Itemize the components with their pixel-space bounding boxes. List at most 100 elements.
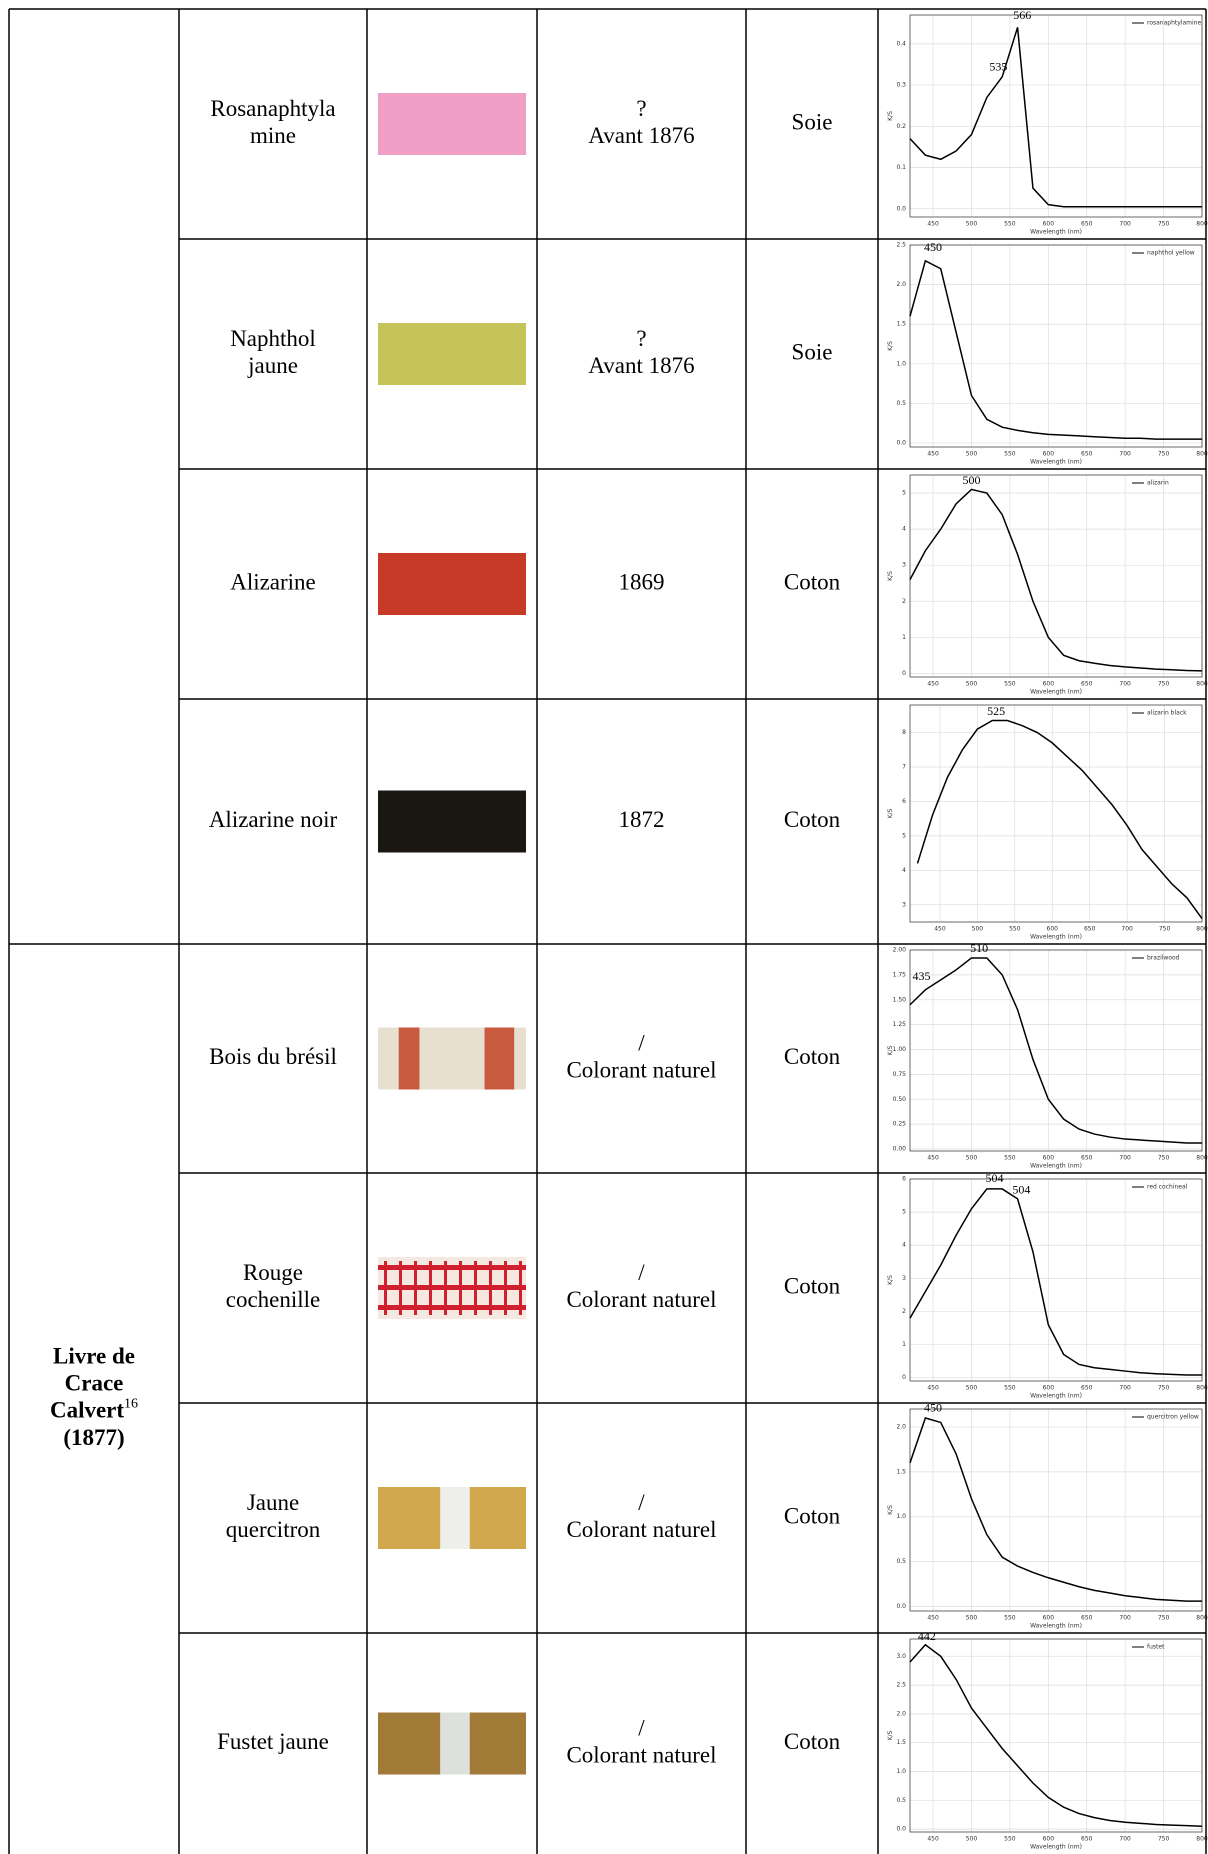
spectrum-line — [909, 259, 1202, 440]
peak-label: 442 — [918, 1629, 936, 1643]
y-tick-label: 2.0 — [896, 1710, 906, 1717]
x-tick-label: 550 — [1004, 1385, 1016, 1392]
x-tick-label: 500 — [966, 1615, 978, 1622]
group-year: (1877) — [63, 1425, 124, 1450]
legend-label: rosanaphtylamine — [1147, 20, 1201, 27]
peak-label: 535 — [989, 60, 1007, 74]
peak-label: 566 — [1013, 8, 1031, 22]
swatch-motif — [429, 1261, 432, 1315]
cell-text: Colorant naturel — [566, 1517, 716, 1542]
cell-text: Avant 1876 — [588, 123, 694, 148]
x-tick-label: 550 — [1004, 1155, 1016, 1162]
x-tick-label: 600 — [1043, 1615, 1055, 1622]
cell-text: Alizarine — [230, 569, 316, 594]
group-label: Livre de — [53, 1344, 135, 1369]
y-tick-label: 1.00 — [893, 1046, 907, 1053]
y-tick-label: 0.5 — [896, 1797, 906, 1804]
legend-label: alizarin black — [1147, 710, 1187, 717]
y-tick-label: 0 — [902, 1374, 906, 1381]
swatch-motif — [399, 1261, 402, 1315]
legend-label: red cochineal — [1147, 1184, 1188, 1191]
footnote: 16 — [124, 1397, 138, 1412]
fiber: Coton — [784, 1729, 841, 1754]
y-tick-label: 2.00 — [893, 947, 907, 954]
x-tick-label: 800 — [1196, 221, 1208, 228]
y-tick-label: 8 — [902, 729, 906, 736]
x-tick-label: 600 — [1043, 221, 1055, 228]
x-tick-label: 650 — [1084, 926, 1096, 933]
y-tick-label: 0.0 — [896, 440, 906, 447]
plot-frame — [909, 474, 1203, 678]
peak-label: 510 — [970, 941, 988, 955]
legend-label: brazilwood — [1147, 955, 1180, 962]
swatch-motif — [459, 1261, 462, 1315]
y-axis-label: K/S — [887, 808, 894, 818]
y-tick-label: 6 — [902, 798, 906, 805]
cell-text: Rosanaphtyla — [210, 96, 335, 121]
swatch-motif — [378, 1265, 526, 1270]
x-tick-label: 800 — [1196, 451, 1208, 458]
fiber: Coton — [784, 1273, 841, 1298]
x-tick-label: 650 — [1081, 451, 1093, 458]
y-tick-label: 1 — [902, 1341, 906, 1348]
y-tick-label: 7 — [902, 764, 906, 771]
y-tick-label: 3 — [902, 562, 906, 569]
spectrum-line — [909, 1643, 1203, 1827]
y-tick-label: 0.00 — [893, 1146, 907, 1153]
fiber: Soie — [792, 339, 833, 364]
swatch-motif — [519, 1261, 522, 1315]
x-tick-label: 650 — [1081, 1155, 1093, 1162]
cell-text: ? — [636, 96, 646, 121]
fiber: Soie — [792, 109, 833, 134]
y-tick-label: 3 — [902, 1275, 906, 1282]
swatch-motif — [414, 1261, 417, 1315]
y-axis-label: K/S — [887, 1505, 894, 1515]
x-tick-label: 550 — [1004, 681, 1016, 688]
x-tick-label: 650 — [1081, 1615, 1093, 1622]
cell-text: quercitron — [226, 1517, 321, 1542]
x-tick-label: 700 — [1119, 1615, 1131, 1622]
cell-text: Bois du brésil — [209, 1044, 337, 1069]
x-tick-label: 600 — [1043, 1385, 1055, 1392]
peak-label: 435 — [913, 969, 931, 983]
legend-label: quercitron yellow — [1147, 1414, 1199, 1421]
x-axis-label: Wavelength (nm) — [1030, 1623, 1082, 1630]
plot-frame — [909, 1178, 1203, 1382]
x-tick-label: 650 — [1081, 221, 1093, 228]
peak-label: 504 — [986, 1171, 1004, 1185]
legend-label: naphthol yellow — [1147, 250, 1195, 257]
y-tick-label: 2 — [902, 598, 906, 605]
x-tick-label: 750 — [1158, 1155, 1170, 1162]
x-axis-label: Wavelength (nm) — [1030, 1163, 1082, 1170]
y-tick-label: 0.4 — [896, 40, 906, 47]
fabric-swatch — [378, 323, 526, 385]
x-tick-label: 550 — [1004, 451, 1016, 458]
x-tick-label: 700 — [1119, 451, 1131, 458]
cell-text: Naphthol — [230, 326, 316, 351]
cell-text: Fustet jaune — [217, 1729, 329, 1754]
y-axis-label: K/S — [887, 341, 894, 351]
cell-text: 1869 — [619, 569, 665, 594]
swatch-band — [440, 1712, 470, 1775]
x-tick-label: 750 — [1158, 1615, 1170, 1622]
x-tick-label: 800 — [1196, 1836, 1208, 1843]
x-tick-label: 500 — [966, 1155, 978, 1162]
cell-text: Colorant naturel — [566, 1287, 716, 1312]
cell-text: Colorant naturel — [566, 1742, 716, 1767]
y-tick-label: 5 — [902, 490, 906, 497]
cell-text: Jaune — [247, 1490, 299, 1515]
cell-text: / — [638, 1030, 645, 1055]
legend-label: alizarin — [1147, 480, 1169, 487]
fabric-swatch — [378, 790, 526, 853]
cell-text: / — [638, 1490, 645, 1515]
x-axis-label: Wavelength (nm) — [1030, 1393, 1082, 1400]
cell-text: mine — [250, 123, 296, 148]
legend-label: fustet — [1147, 1644, 1165, 1651]
cell-text: Colorant naturel — [566, 1057, 716, 1082]
x-tick-label: 750 — [1158, 221, 1170, 228]
y-tick-label: 1.50 — [893, 996, 907, 1003]
plot-frame — [909, 244, 1203, 448]
y-axis-label: K/S — [887, 111, 894, 121]
x-tick-label: 800 — [1196, 1155, 1208, 1162]
y-tick-label: 1.5 — [896, 321, 906, 328]
